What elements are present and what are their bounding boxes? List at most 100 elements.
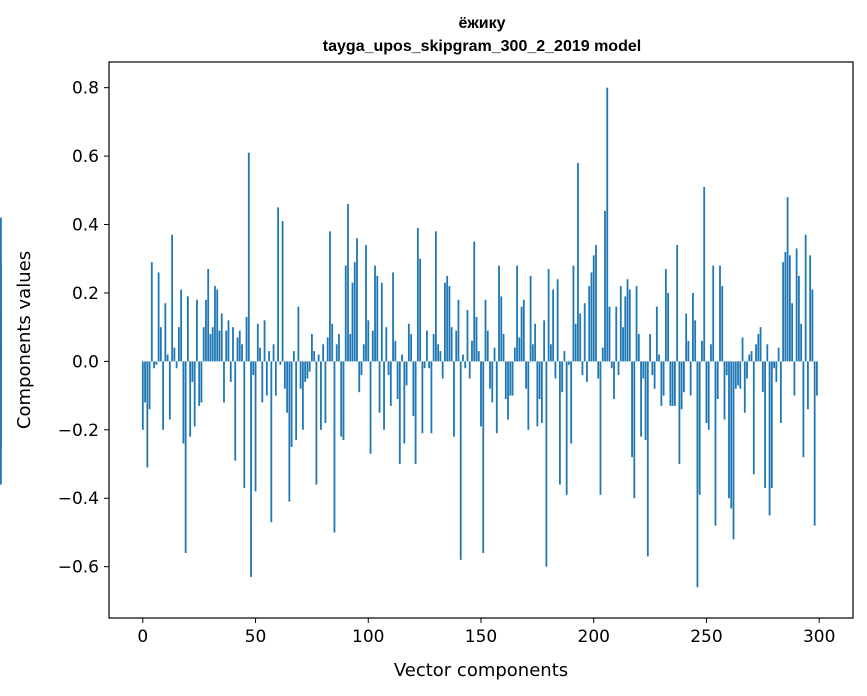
bar-203 bbox=[599, 361, 602, 495]
bar-252 bbox=[710, 344, 712, 362]
bar-63 bbox=[283, 361, 286, 389]
bar-205 bbox=[604, 210, 606, 362]
bar-84 bbox=[331, 323, 334, 362]
bar-290 bbox=[795, 248, 798, 362]
bar-249 bbox=[703, 186, 706, 362]
bar-151 bbox=[482, 361, 485, 553]
bar-160 bbox=[502, 334, 505, 362]
bar-162 bbox=[507, 361, 509, 420]
y-tick-label: 0.6 bbox=[72, 147, 99, 167]
bar-117 bbox=[405, 361, 408, 386]
x-tick-label: 200 bbox=[578, 627, 610, 647]
bar-174 bbox=[534, 323, 537, 362]
bar-152 bbox=[484, 299, 487, 362]
bar-27 bbox=[202, 327, 205, 362]
bar-58 bbox=[272, 344, 275, 362]
bar-285 bbox=[784, 251, 787, 362]
bar-226 bbox=[651, 361, 654, 376]
bar-190 bbox=[570, 361, 573, 444]
bar-251 bbox=[707, 361, 710, 430]
bar-220 bbox=[637, 334, 640, 362]
chart-title-line2: tayga_upos_skipgram_300_2_2019 model bbox=[323, 38, 641, 55]
bar-34 bbox=[218, 330, 221, 362]
bar-200 bbox=[592, 255, 595, 362]
bar-20 bbox=[187, 296, 189, 362]
bar-181 bbox=[549, 344, 552, 362]
bar-24 bbox=[196, 299, 198, 362]
bar-231 bbox=[662, 361, 665, 396]
bar-166 bbox=[516, 265, 518, 362]
bar-16 bbox=[177, 327, 180, 362]
bar-52 bbox=[259, 347, 261, 362]
bar-275 bbox=[761, 361, 764, 393]
bar-62 bbox=[281, 221, 284, 362]
bar-42 bbox=[236, 337, 239, 362]
bar-73 bbox=[306, 361, 309, 379]
bar-222 bbox=[642, 361, 645, 379]
bar-92 bbox=[349, 334, 352, 362]
bar-185 bbox=[559, 361, 561, 485]
bar-142 bbox=[462, 354, 464, 362]
bar-177 bbox=[540, 361, 543, 423]
bar-undefined bbox=[0, 361, 2, 485]
bar-5 bbox=[153, 361, 155, 369]
bar-184 bbox=[556, 279, 559, 362]
bar-176 bbox=[538, 361, 541, 400]
y-tick-label: 0.8 bbox=[72, 79, 99, 99]
bar-163 bbox=[509, 361, 512, 396]
bar-245 bbox=[694, 320, 697, 362]
bar-173 bbox=[531, 344, 534, 362]
bar-266 bbox=[741, 337, 744, 362]
bar-158 bbox=[498, 265, 500, 362]
bar-214 bbox=[624, 296, 627, 362]
bar-93 bbox=[351, 282, 354, 362]
bar-213 bbox=[622, 327, 624, 362]
bar-274 bbox=[759, 327, 762, 362]
bar-70 bbox=[299, 361, 302, 389]
bar-131 bbox=[437, 344, 440, 362]
bar-212 bbox=[619, 286, 622, 362]
bar-297 bbox=[811, 289, 814, 362]
bar-135 bbox=[446, 275, 449, 362]
bar-294 bbox=[804, 234, 807, 362]
bar-28 bbox=[205, 299, 207, 362]
bar-19 bbox=[184, 361, 187, 553]
bar-group bbox=[0, 87, 818, 588]
bar-77 bbox=[315, 361, 318, 485]
bar-81 bbox=[324, 361, 327, 423]
bar-130 bbox=[435, 231, 437, 362]
bar-85 bbox=[333, 361, 336, 533]
bar-272 bbox=[755, 344, 757, 362]
bar-288 bbox=[791, 303, 794, 362]
bar-54 bbox=[263, 320, 266, 362]
bar-37 bbox=[225, 330, 228, 362]
bar-279 bbox=[770, 361, 773, 488]
bar-96 bbox=[358, 361, 361, 393]
bar-125 bbox=[423, 361, 426, 369]
bar-138 bbox=[453, 361, 455, 437]
bar-13 bbox=[171, 234, 174, 362]
bar-154 bbox=[489, 361, 491, 389]
bar-241 bbox=[685, 313, 688, 362]
y-axis-label: Components values bbox=[14, 251, 35, 429]
bar-204 bbox=[601, 347, 604, 362]
bar-228 bbox=[655, 306, 658, 362]
bar-22 bbox=[191, 361, 194, 382]
bar-86 bbox=[335, 344, 338, 362]
bar-189 bbox=[568, 361, 570, 365]
bar-120 bbox=[412, 361, 415, 417]
bar-164 bbox=[511, 361, 514, 396]
bar-95 bbox=[356, 238, 358, 362]
bar-209 bbox=[613, 361, 615, 400]
bar-115 bbox=[401, 354, 403, 362]
bar-71 bbox=[301, 361, 304, 430]
bar-156 bbox=[493, 347, 496, 362]
x-tick-label: 100 bbox=[352, 627, 384, 647]
bar-14 bbox=[173, 347, 176, 362]
bar-18 bbox=[182, 361, 185, 444]
bar-202 bbox=[597, 361, 600, 379]
y-axis-ticks: 0.8 0.6 0.4 0.2 0.0 −0.2 −0.4 −0.6 bbox=[58, 79, 109, 578]
plot-frame bbox=[108, 61, 854, 619]
bar-82 bbox=[326, 337, 329, 362]
y-tick-label: −0.2 bbox=[58, 421, 99, 441]
